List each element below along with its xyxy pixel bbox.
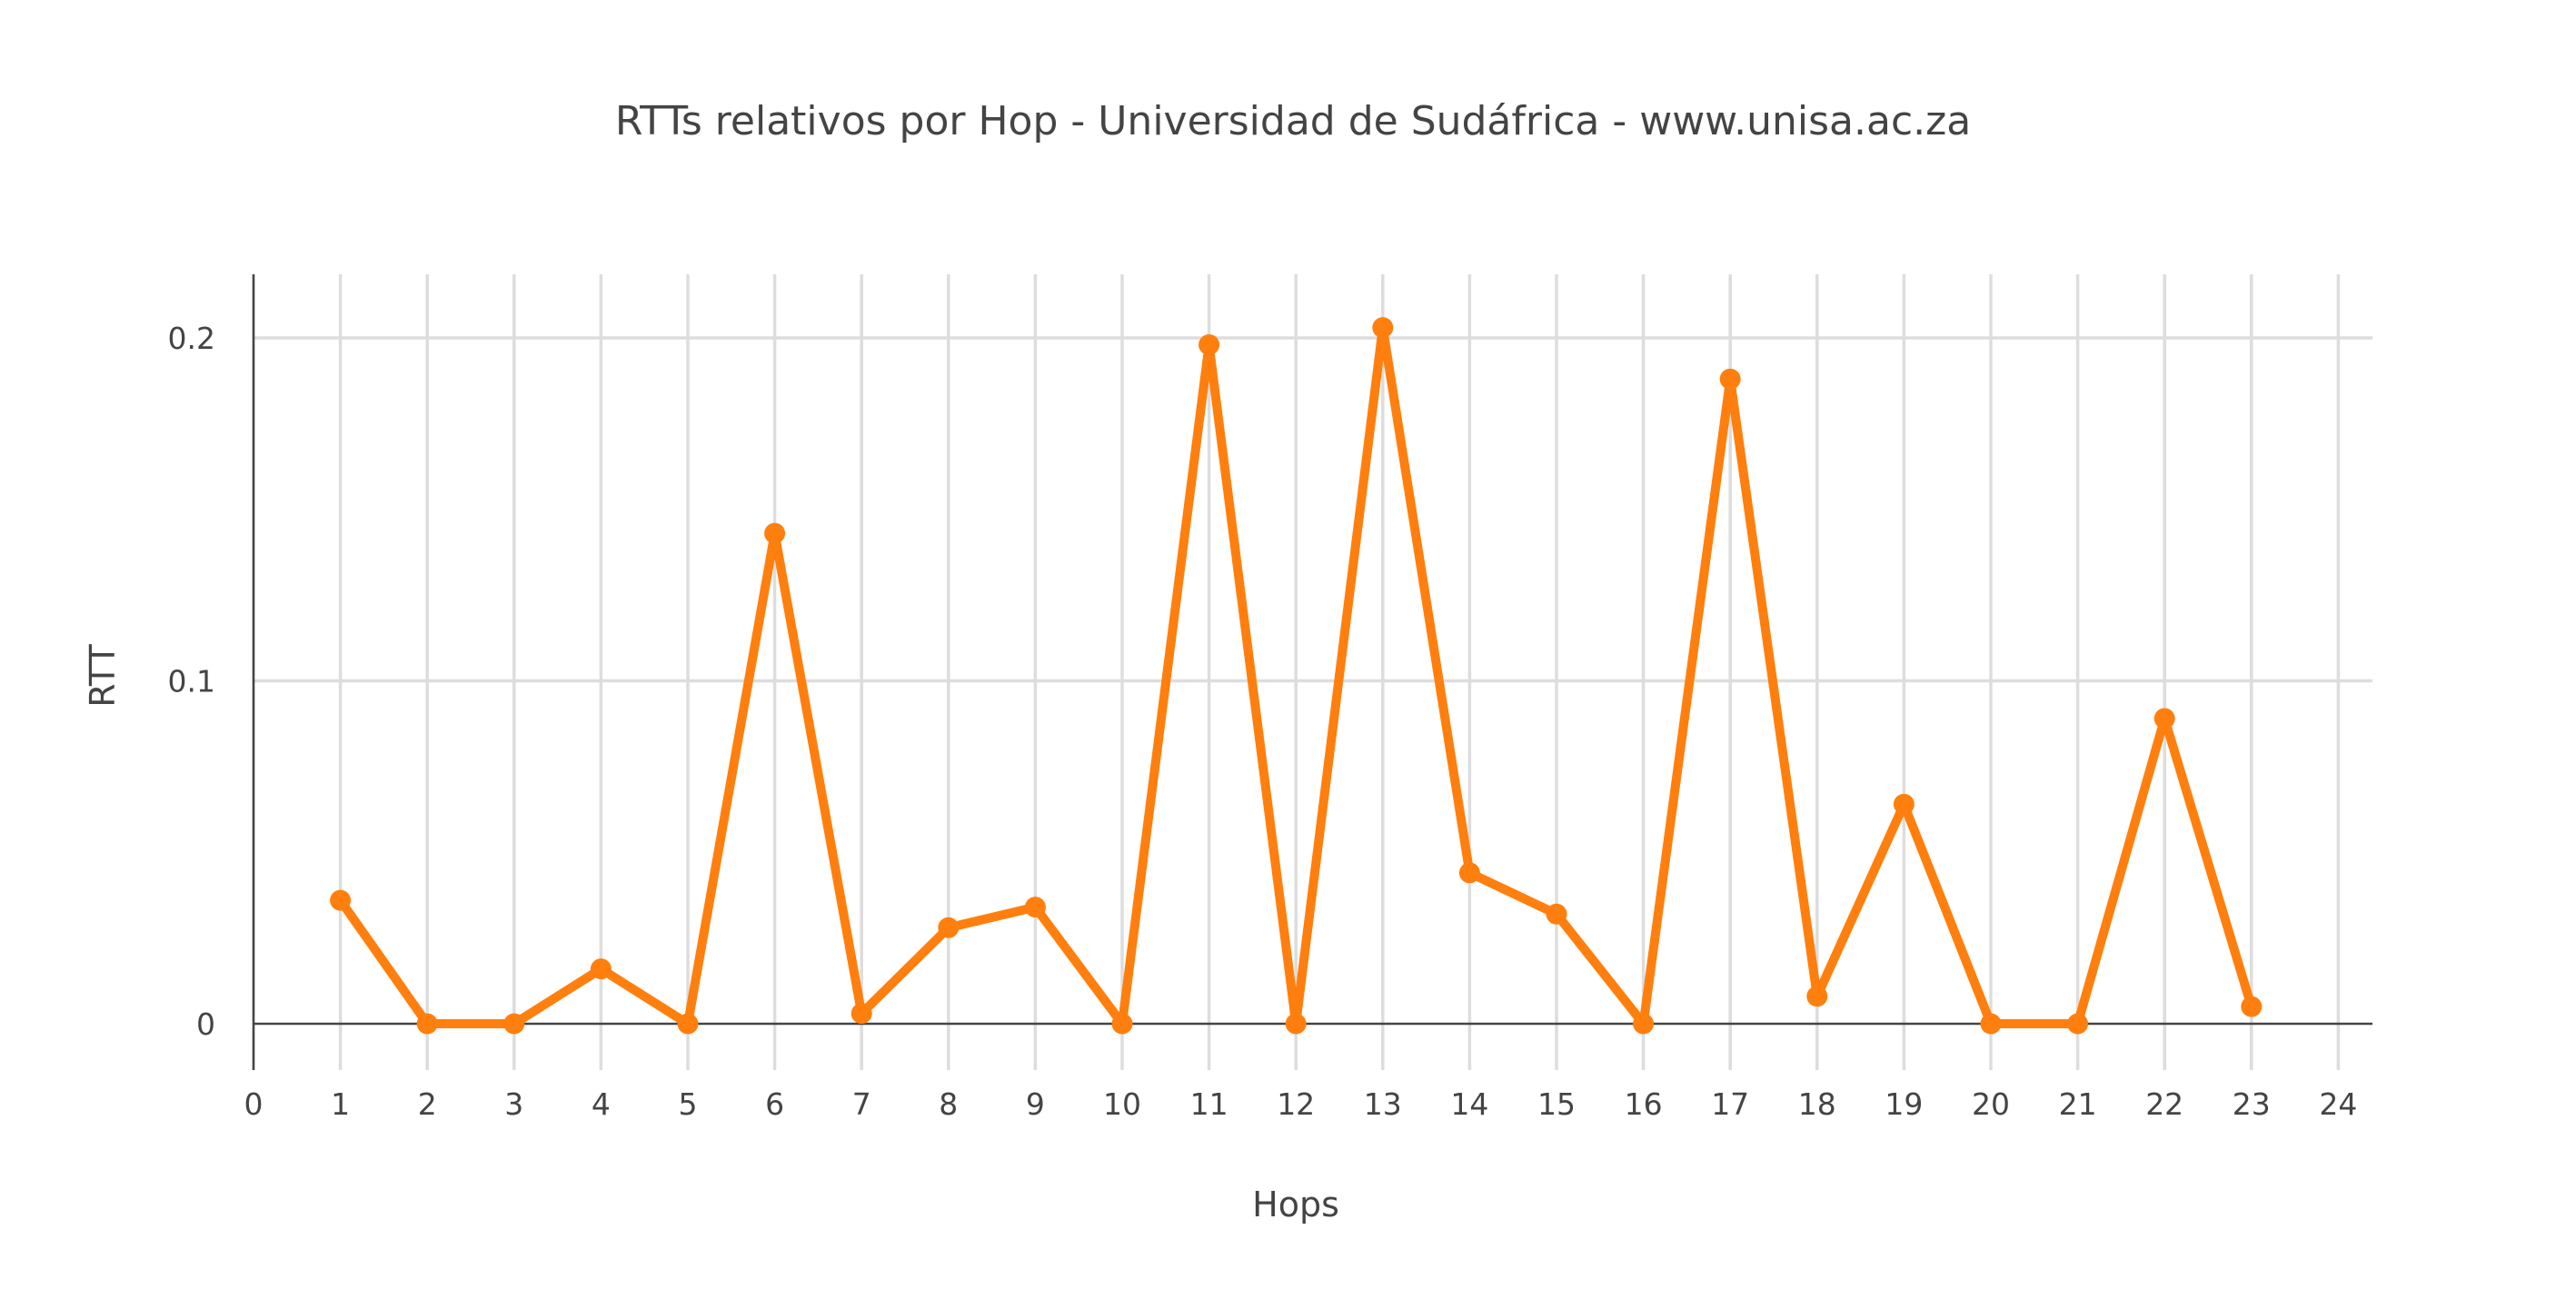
data-point [1458, 862, 1480, 884]
data-point [2153, 708, 2175, 729]
series-layer [330, 317, 2263, 1035]
data-point [503, 1013, 525, 1035]
x-tick-label: 10 [1103, 1086, 1141, 1122]
x-tick-label: 13 [1364, 1086, 1402, 1122]
data-point [1111, 1013, 1133, 1035]
data-point [1893, 793, 1915, 815]
data-point [416, 1013, 438, 1035]
data-point [330, 889, 352, 911]
data-point [1024, 897, 1046, 918]
y-tick-label: 0.2 [168, 321, 215, 356]
data-point [1198, 334, 1220, 356]
data-point [1546, 903, 1567, 925]
x-tick-label: 17 [1711, 1086, 1749, 1122]
data-point [850, 1003, 872, 1025]
x-axis-title: Hops [1252, 1185, 1339, 1225]
data-point [677, 1013, 699, 1035]
data-point [1980, 1013, 2002, 1035]
x-tick-label: 18 [1798, 1086, 1836, 1122]
y-tick-label: 0 [196, 1006, 215, 1042]
data-point [590, 958, 612, 980]
x-tick-label: 9 [1026, 1086, 1045, 1122]
x-tick-label: 16 [1625, 1086, 1663, 1122]
tick-labels-layer: 0 1 2 3 4 5 6 7 8 9 10 11 12 13 14 15 16 17 18 19 20 21 22 23 24… [168, 321, 2358, 1122]
x-tick-label: 3 [504, 1086, 523, 1122]
x-tick-label: 12 [1277, 1086, 1315, 1122]
x-tick-label: 11 [1190, 1086, 1228, 1122]
x-tick-label: 8 [939, 1086, 958, 1122]
data-point [1633, 1013, 1655, 1035]
x-tick-label: 0 [244, 1086, 264, 1122]
x-tick-label: 20 [1972, 1086, 2010, 1122]
y-tick-label: 0.1 [168, 664, 215, 699]
x-tick-label: 15 [1537, 1086, 1576, 1122]
grid-layer [254, 274, 2372, 1070]
x-tick-label: 14 [1450, 1086, 1488, 1122]
x-tick-label: 4 [592, 1086, 611, 1122]
x-tick-label: 7 [852, 1086, 871, 1122]
x-tick-label: 22 [2145, 1086, 2183, 1122]
x-tick-label: 21 [2059, 1086, 2097, 1122]
chart-title: RTTs relativos por Hop - Universidad de … [615, 98, 1971, 144]
data-point [1285, 1013, 1307, 1035]
y-axis-title: RTT [83, 644, 123, 708]
x-tick-label: 6 [765, 1086, 784, 1122]
data-point [1806, 986, 1828, 1007]
x-tick-label: 5 [679, 1086, 698, 1122]
x-tick-label: 2 [418, 1086, 437, 1122]
data-point [2241, 996, 2263, 1017]
x-tick-label: 23 [2233, 1086, 2271, 1122]
data-point [764, 522, 786, 544]
data-point [2067, 1013, 2089, 1035]
x-tick-label: 1 [331, 1086, 350, 1122]
data-point [1372, 317, 1394, 339]
x-tick-label: 19 [1885, 1086, 1923, 1122]
x-tick-label: 24 [2319, 1086, 2357, 1122]
data-point [1719, 368, 1741, 390]
data-point [938, 917, 960, 938]
